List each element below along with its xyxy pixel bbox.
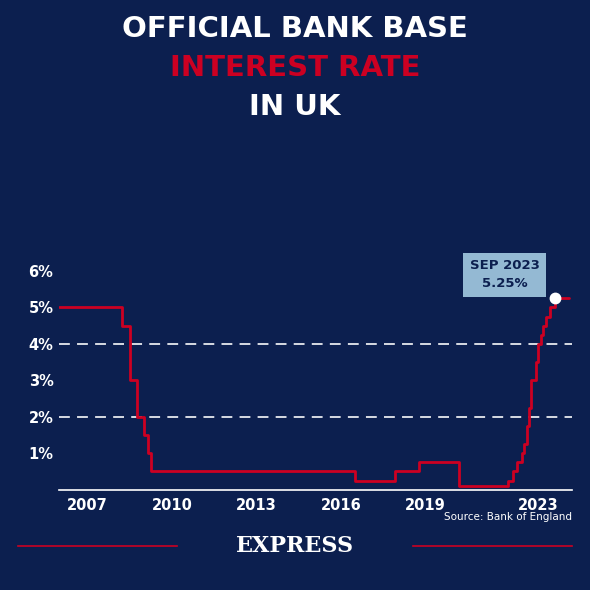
Text: EXPRESS: EXPRESS <box>236 535 354 557</box>
Text: SEP 2023
5.25%: SEP 2023 5.25% <box>470 259 539 290</box>
Text: INTEREST RATE: INTEREST RATE <box>170 54 420 82</box>
Text: OFFICIAL BANK BASE: OFFICIAL BANK BASE <box>122 15 468 42</box>
Text: IN UK: IN UK <box>250 93 340 120</box>
Text: Source: Bank of England: Source: Bank of England <box>444 512 572 522</box>
